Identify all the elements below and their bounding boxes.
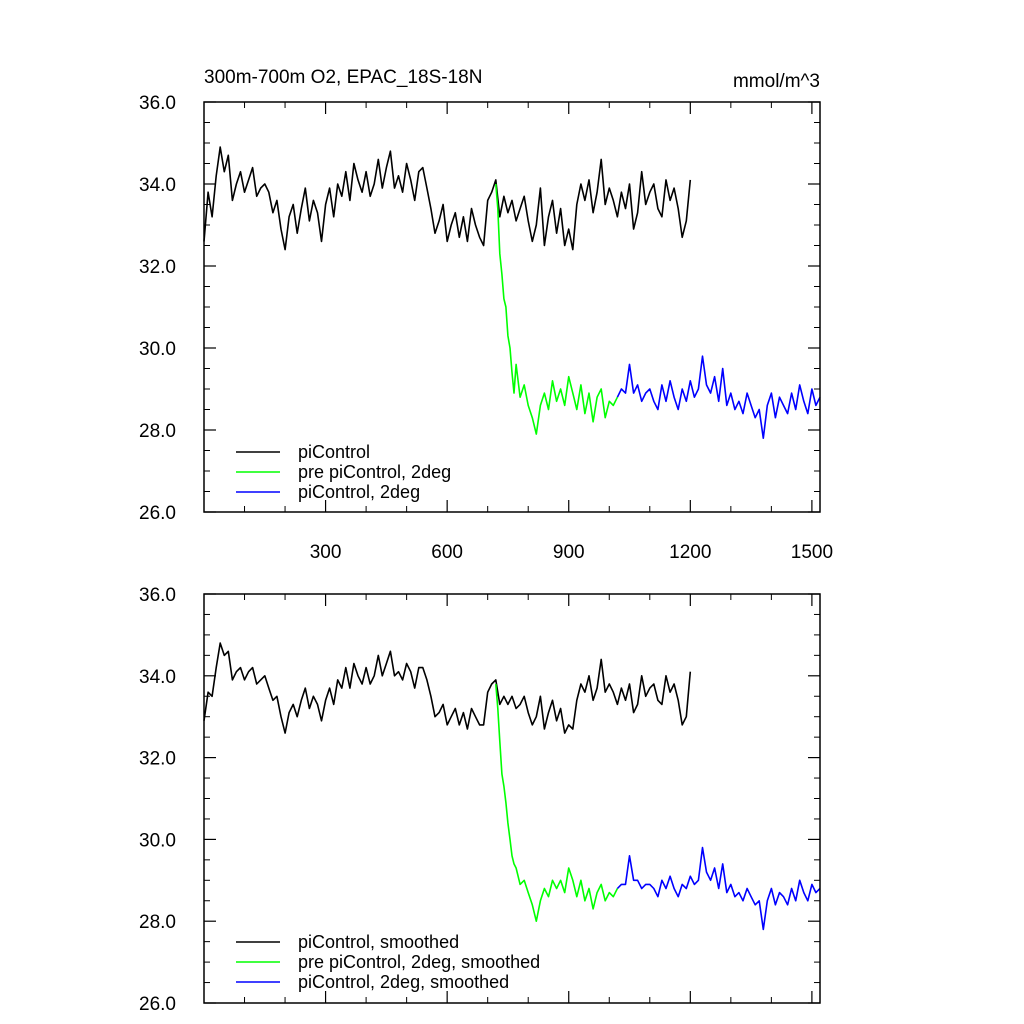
legend-label-1: pre piControl, 2deg, smoothed: [298, 952, 540, 972]
x-tick-label: 1500: [791, 542, 833, 563]
legend-label-2: piControl, 2deg, smoothed: [298, 972, 509, 992]
y-tick-label: 32.0: [139, 749, 176, 770]
y-tick-label: 36.0: [139, 93, 176, 114]
y-tick-label: 26.0: [139, 994, 176, 1015]
bottom-panel-marks: [203, 642, 821, 931]
x-tick-label: 1200: [669, 542, 711, 563]
top-panel: 300m-700m O2, EPAC_18S-18N mmol/m^3 26.0…: [139, 67, 833, 563]
x-tick-label: 300: [310, 542, 342, 563]
series-line-1: [495, 683, 619, 923]
series-line-1: [495, 183, 619, 435]
top-panel-axes: 26.0 28.0 30.0 32.0 34.0 36.0 300 600 900 1200 150…: [139, 93, 833, 563]
units-label: mmol/m^3: [733, 71, 820, 92]
y-tick-label: 32.0: [139, 257, 176, 278]
series-line-0: [203, 642, 692, 734]
legend-label-1: pre piControl, 2deg: [298, 462, 451, 482]
chart-title: 300m-700m O2, EPAC_18S-18N: [204, 67, 482, 88]
bottom-panel-axes: 26.0 28.0 30.0 32.0 34.0 36.0: [139, 585, 820, 1015]
legend-label-2: piControl, 2deg: [298, 482, 420, 502]
y-tick-label: 28.0: [139, 912, 176, 933]
bottom-panel-frame: [203, 593, 821, 1004]
y-tick-label: 36.0: [139, 585, 176, 606]
series-line-2: [616, 355, 821, 440]
legend-label-0: piControl: [298, 442, 370, 462]
legend-label-0: piControl, smoothed: [298, 932, 459, 952]
y-tick-label: 30.0: [139, 830, 176, 851]
y-tick-label: 26.0: [139, 503, 176, 524]
series-line-0: [203, 146, 692, 251]
x-tick-label: 600: [431, 542, 463, 563]
top-panel-marks: [203, 146, 821, 440]
series-line-2: [616, 846, 821, 931]
y-tick-label: 28.0: [139, 421, 176, 442]
y-tick-label: 30.0: [139, 339, 176, 360]
y-tick-label: 34.0: [139, 175, 176, 196]
x-tick-label: 900: [553, 542, 585, 563]
y-tick-label: 34.0: [139, 667, 176, 688]
top-panel-frame: [203, 101, 821, 513]
bottom-panel: 26.0 28.0 30.0 32.0 34.0 36.0 piControl, smoo…: [139, 585, 821, 1015]
